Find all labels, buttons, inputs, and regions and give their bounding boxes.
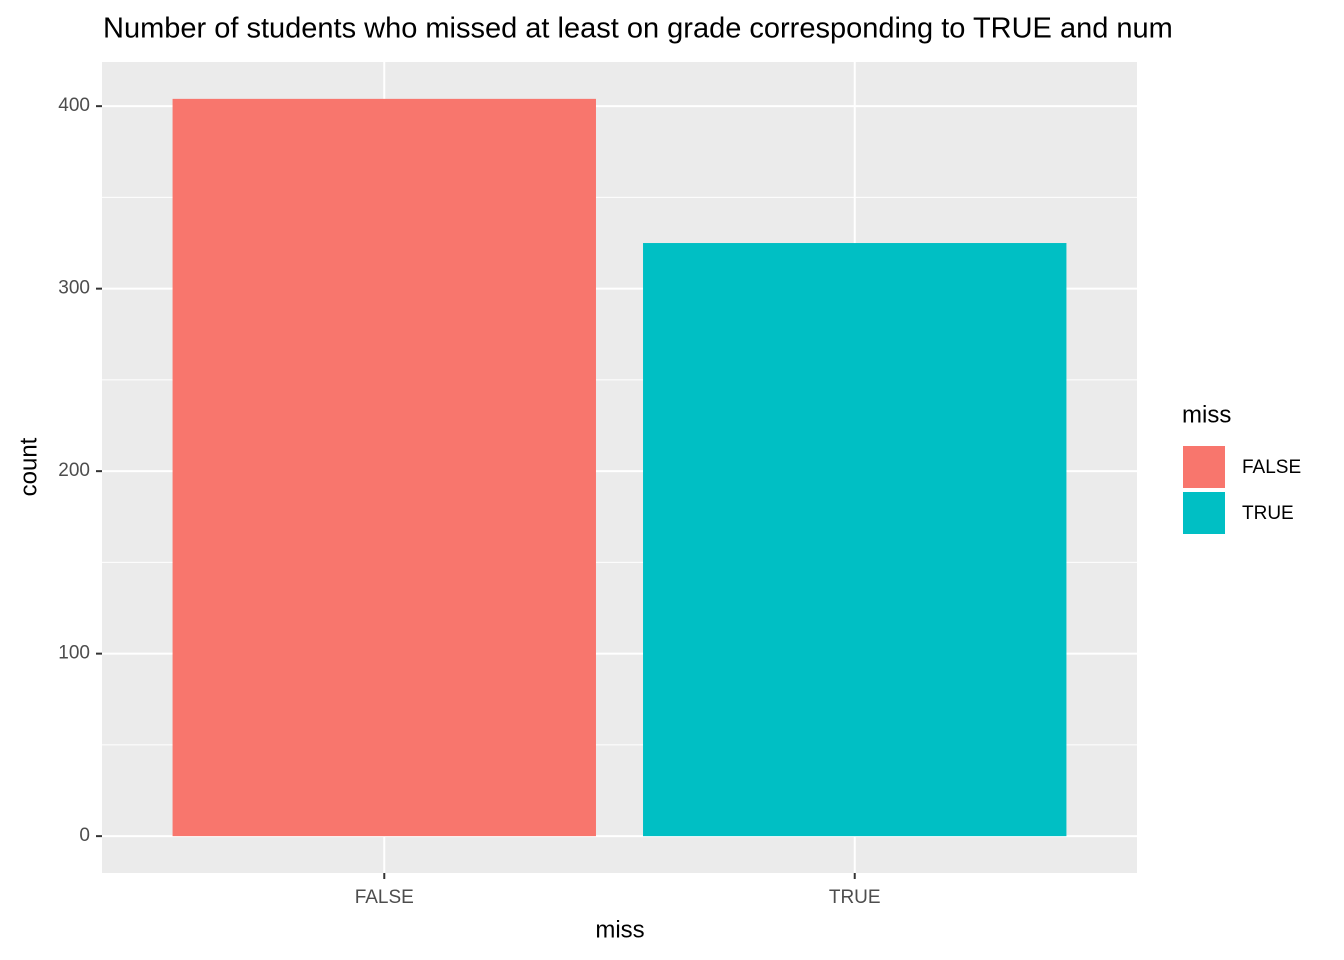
x-axis-title: miss — [595, 916, 644, 943]
y-tick-label: 200 — [58, 460, 90, 481]
x-tick-label: FALSE — [355, 887, 414, 908]
x-tick-label: TRUE — [829, 887, 881, 908]
bar — [172, 98, 596, 837]
y-axis-title: count — [15, 437, 42, 496]
legend-title: miss — [1182, 401, 1231, 428]
legend-swatch — [1181, 444, 1227, 490]
y-tick-label: 300 — [58, 278, 90, 299]
chart-title: Number of students who missed at least o… — [103, 13, 1173, 45]
y-tick-label: 0 — [79, 825, 90, 846]
bar — [643, 243, 1067, 837]
y-tick-label: 400 — [58, 95, 90, 116]
legend-label: TRUE — [1242, 503, 1294, 524]
legend-label: FALSE — [1242, 457, 1301, 478]
legend-swatch — [1181, 490, 1227, 536]
y-tick-label: 100 — [58, 643, 90, 664]
